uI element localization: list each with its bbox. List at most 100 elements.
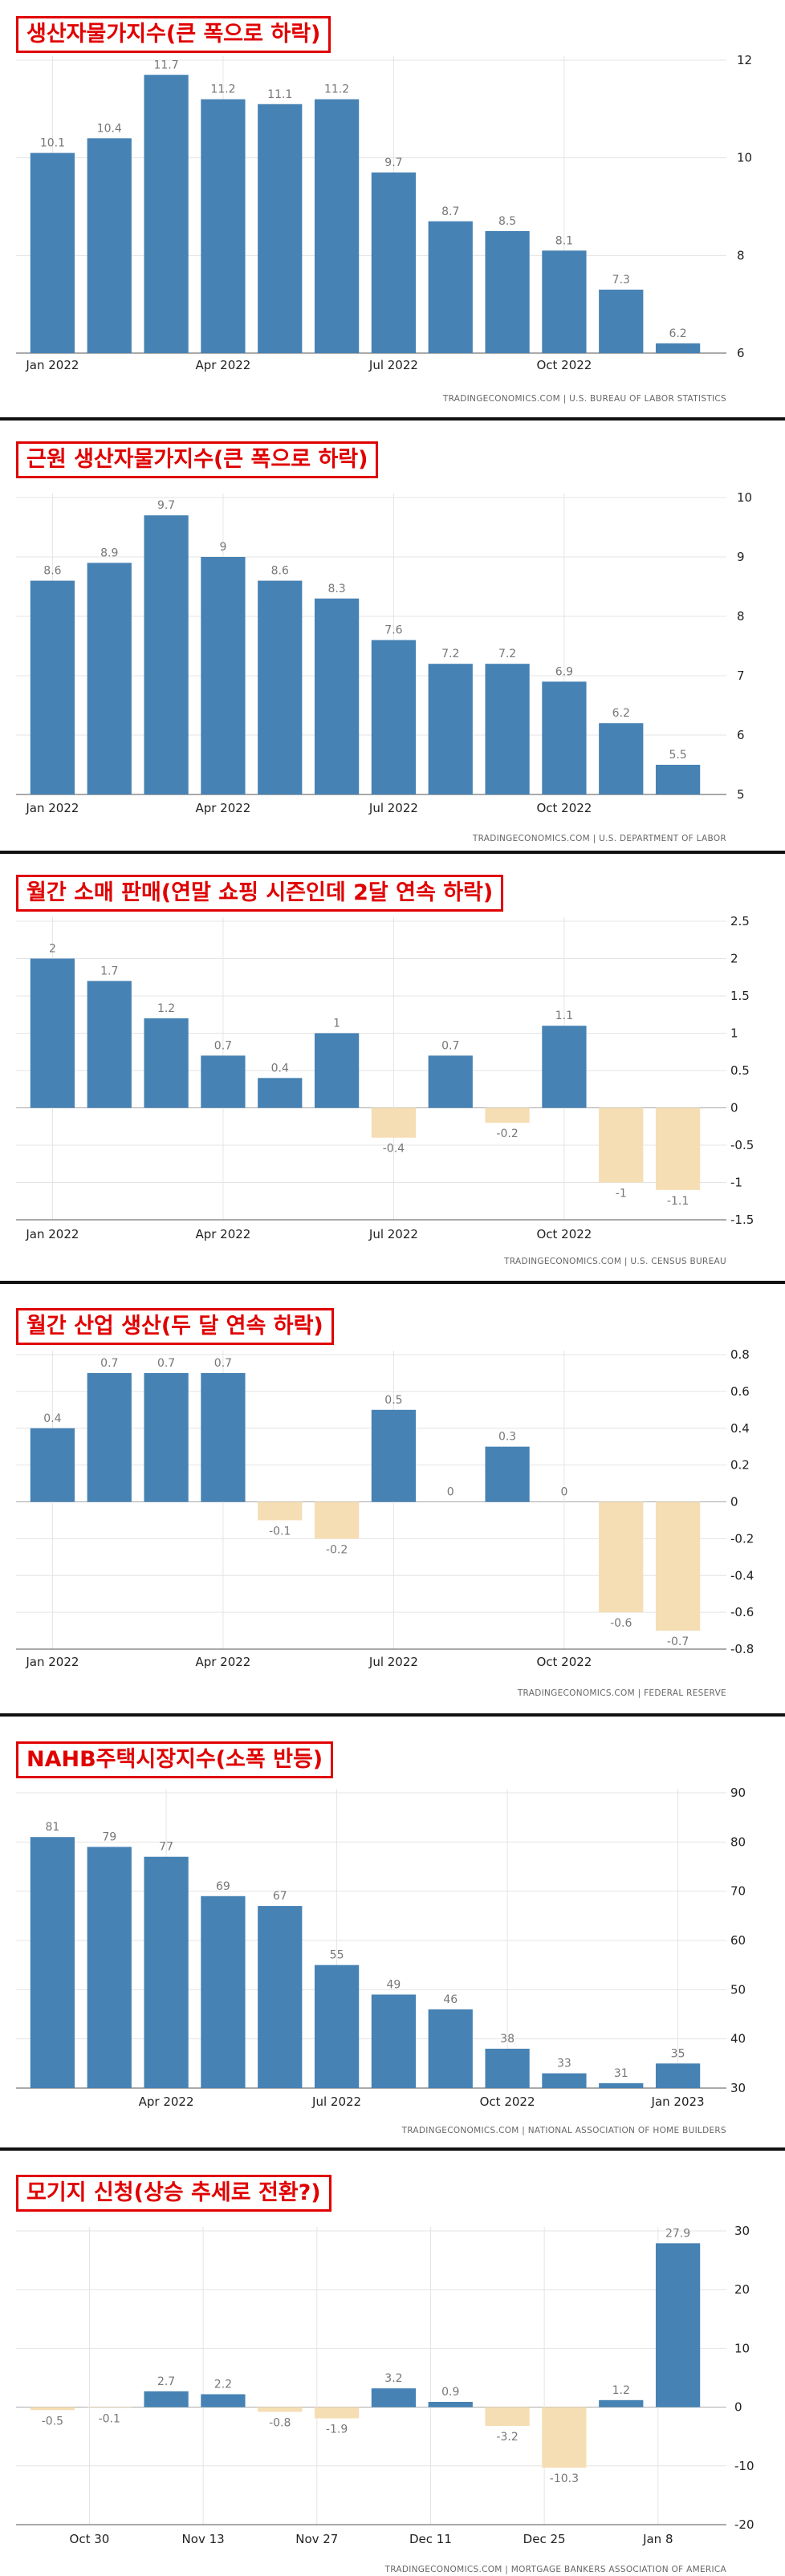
- y-tick-label: 10: [737, 151, 752, 165]
- bar: [30, 152, 75, 353]
- chart-title-mortgage-applications: 모기지 신청(상승 추세로 전환?): [16, 2175, 331, 2212]
- x-tick-label: Apr 2022: [195, 1655, 250, 1669]
- data-label: -0.2: [326, 1543, 348, 1556]
- y-tick-label: 2.5: [730, 914, 750, 928]
- data-label: -0.5: [42, 2415, 63, 2428]
- chart-svg-ppi: 12 10 8 6 10.1 10.4 11.7 11.2 11.1 11.2 9.7 8.7 8.5 8…: [16, 53, 752, 404]
- bar: [314, 1033, 360, 1108]
- data-label: 38: [500, 2033, 515, 2046]
- y-tick-label: 40: [730, 2032, 746, 2046]
- data-label: 9.7: [157, 499, 175, 512]
- chart-title-ppi: 생산자물가지수(큰 폭으로 하락): [16, 16, 331, 53]
- bar: [30, 2407, 75, 2411]
- y-tick-label: 60: [730, 1933, 746, 1948]
- data-label: -0.2: [496, 1128, 518, 1140]
- chart-svg-retail-sales: 2.5 2 1.5 1 0.5 0 -0.5 -1 -1.5 2 1.7 1.2 0.7 0.4 1 -0.4…: [16, 914, 754, 1266]
- chart-svg-mortgage-applications: 30 20 10 0 -10 -20 -0.5 -0.1 2.7 2.2 -0.8 -1.9 3.2 0.…: [16, 2224, 754, 2574]
- data-label: 7.2: [441, 648, 459, 660]
- data-label: 5.5: [669, 749, 686, 762]
- bar: [258, 1078, 303, 1108]
- x-tick-label: Jul 2022: [368, 1655, 418, 1669]
- data-label: 0: [560, 1486, 567, 1499]
- y-tick-label: 12: [737, 53, 752, 67]
- data-label: 11.7: [153, 59, 178, 71]
- bar: [30, 580, 75, 794]
- data-label: 0.9: [441, 2386, 459, 2399]
- y-tick-label: 9: [737, 550, 745, 564]
- bar: [599, 1501, 644, 1613]
- x-tick-label: Oct 2022: [536, 358, 592, 372]
- data-label: 10.4: [97, 122, 122, 135]
- y-tick-label: -10: [734, 2459, 754, 2473]
- y-tick-label: 0.5: [730, 1063, 750, 1078]
- bar: [485, 2407, 530, 2427]
- bar: [144, 1018, 189, 1108]
- x-tick-label: Oct 2022: [536, 801, 592, 815]
- bar: [87, 1847, 132, 2088]
- x-tick-label: Jan 2022: [25, 1227, 79, 1241]
- divider: [0, 851, 785, 854]
- bar: [599, 1107, 644, 1183]
- bar: [87, 981, 132, 1108]
- bar: [144, 1856, 189, 2088]
- data-label: 8.3: [327, 583, 345, 595]
- data-label: 1.2: [612, 2384, 630, 2397]
- data-label: 35: [671, 2047, 685, 2060]
- y-tick-label: -0.2: [730, 1531, 754, 1546]
- data-label: 1.2: [157, 1002, 175, 1015]
- data-label: 2.2: [214, 2378, 232, 2391]
- bar: [485, 1446, 530, 1502]
- data-label: -1.1: [667, 1195, 689, 1208]
- x-tick-label: Jul 2022: [368, 801, 418, 815]
- data-label: 3.2: [384, 2372, 402, 2385]
- chart-title-retail-sales: 월간 소매 판매(연말 쇼핑 시즌인데 2달 연속 하락): [16, 875, 504, 912]
- data-label: -0.8: [269, 2416, 291, 2429]
- data-label: 0.4: [43, 1412, 61, 1425]
- y-tick-label: 1.5: [730, 989, 750, 1003]
- bar: [655, 1107, 701, 1190]
- source-credit: TRADINGECONOMICS.COM | MORTGAGE BANKERS …: [384, 2565, 727, 2574]
- bar: [371, 2388, 417, 2407]
- data-label: 81: [46, 1821, 60, 1834]
- data-label: 8.7: [441, 205, 459, 218]
- x-tick-label: Apr 2022: [195, 801, 250, 815]
- data-label: 7.6: [384, 624, 402, 637]
- bar: [314, 99, 360, 354]
- bar: [485, 1107, 530, 1123]
- data-label: 0.7: [214, 1039, 232, 1052]
- chart-svg-nahb: 90 80 70 60 50 40 30 81 79 77 69 67 55 49 46 38 33 31 35 Ap…: [16, 1786, 746, 2135]
- data-label: -1: [616, 1188, 627, 1201]
- bar: [144, 1372, 189, 1502]
- bar: [258, 580, 303, 794]
- data-label: -0.4: [383, 1143, 405, 1156]
- bar: [542, 2407, 587, 2468]
- bar: [30, 1428, 75, 1502]
- y-tick-label: 8: [737, 609, 745, 624]
- data-label: 69: [216, 1880, 230, 1893]
- data-label: 11.1: [267, 88, 292, 101]
- source-credit: TRADINGECONOMICS.COM | U.S. CENSUS BUREA…: [503, 1257, 726, 1266]
- bar: [144, 2391, 189, 2407]
- bar: [542, 250, 587, 353]
- bar: [314, 1501, 360, 1539]
- x-tick-label: Jan 2022: [25, 358, 79, 372]
- data-label: -3.2: [496, 2431, 518, 2444]
- bar: [655, 2063, 701, 2088]
- data-label: -0.1: [99, 2412, 120, 2425]
- x-tick-label: Jan 2022: [25, 801, 79, 815]
- data-label: 8.1: [555, 234, 573, 247]
- data-label: 0.7: [441, 1039, 459, 1052]
- bar: [599, 2399, 644, 2407]
- y-tick-label: 0: [730, 1495, 738, 1509]
- x-tick-label: Oct 2022: [536, 1655, 592, 1669]
- data-label: 0.7: [214, 1357, 232, 1370]
- data-label: 0: [447, 1486, 454, 1499]
- y-tick-label: 1: [730, 1026, 738, 1041]
- y-tick-label: 8: [737, 248, 745, 262]
- data-label: 11.2: [210, 83, 235, 96]
- chart-panel-core-ppi: 10 9 8 7 6 5 8.6 8.9 9.7 9 8.6 8.3 7.6 7.2 7.2 6.9 6.2 5.…: [0, 425, 785, 851]
- bar: [371, 640, 417, 794]
- data-label: 2.7: [157, 2375, 175, 2388]
- x-tick-label: Oct 30: [70, 2532, 110, 2546]
- chart-panel-retail-sales: 2.5 2 1.5 1 0.5 0 -0.5 -1 -1.5 2 1.7 1.2 0.7 0.4 1 -0.4…: [0, 859, 785, 1276]
